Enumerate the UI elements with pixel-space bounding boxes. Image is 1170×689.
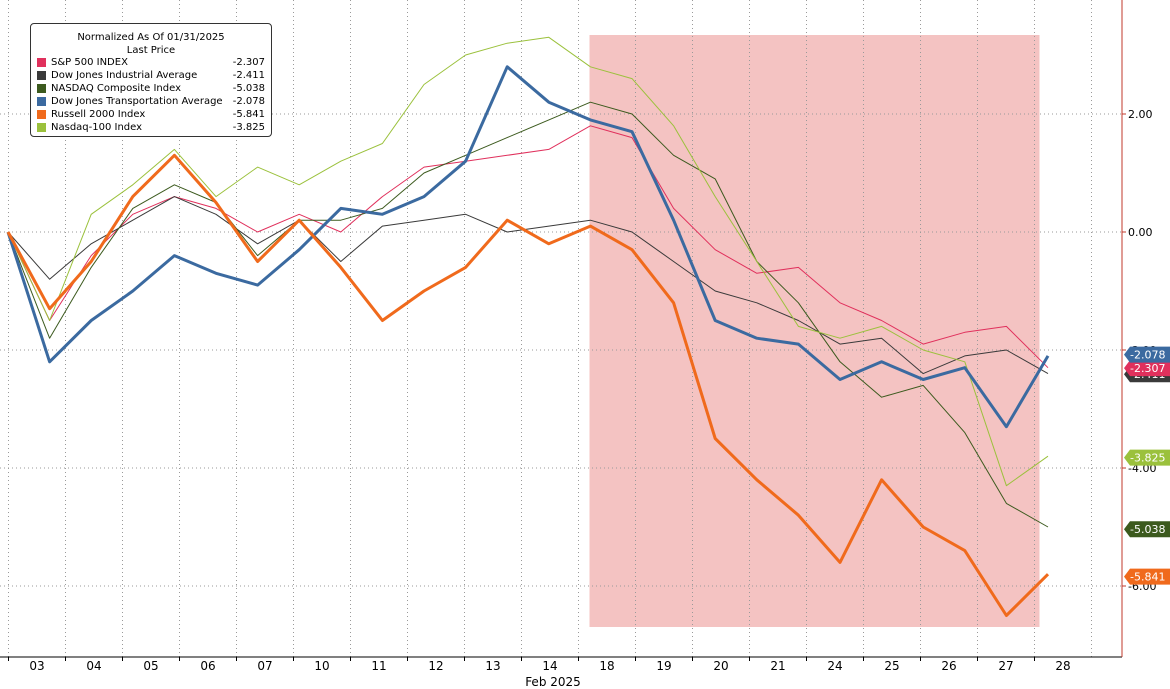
x-tick-label: 07 [257,659,272,673]
x-tick-label: 11 [371,659,386,673]
legend-series-name: Nasdaq-100 Index [51,122,143,133]
last-value-label: -2.078 [1130,349,1165,362]
last-value-tag-bg [1124,568,1170,585]
legend-swatch [37,71,46,80]
series-line [7,196,1049,375]
series-line [6,65,1050,429]
x-tick-label: 27 [998,659,1013,673]
legend-item: S&P 500 INDEX -2.307 [37,56,265,69]
last-value-label: -2.307 [1130,362,1165,375]
series-line [6,153,1050,617]
legend-series-name: NASDAQ Composite Index [51,83,181,94]
legend-series-name: Dow Jones Transportation Average [51,96,223,107]
x-tick-label: 18 [599,659,614,673]
x-tick-labels: 03 04 05 06 07 10 11 12 13 14 18 19 20 21 24 25 26 27 28 [8,657,1071,673]
legend-title: Normalized As Of 01/31/2025 [77,32,225,43]
y-tick-label: 2.00 [1128,108,1153,121]
legend-series-name: Russell 2000 Index [51,109,146,120]
x-tick-label: 26 [941,659,956,673]
last-value-tag-bg [1124,521,1170,538]
series-line [7,101,1049,528]
vertical-gridlines [8,0,1092,657]
legend-series-value: -3.825 [232,122,265,133]
last-value-label: -3.825 [1130,452,1165,465]
x-tick-label: 25 [884,659,899,673]
last-value-tag-bg [1124,449,1170,466]
x-tick-label: 12 [428,659,443,673]
series-line [7,125,1049,369]
horizontal-gridlines [0,113,1122,587]
legend-series-value: -2.078 [232,96,265,107]
last-value-tag: -5.841 [1124,568,1170,585]
legend-swatch [37,58,46,67]
legend-series-name: S&P 500 INDEX [51,57,128,68]
x-tick-label: 21 [770,659,785,673]
legend-subtitle: Last Price [126,45,176,56]
legend-series-value: -5.038 [232,83,265,94]
last-value-tag: -2.307 [1124,360,1170,377]
x-tick-label: 14 [542,659,557,673]
last-value-tag-bg [1124,346,1170,363]
series-line [7,36,1049,487]
last-value-label: -5.841 [1130,571,1165,584]
last-value-label: -5.038 [1130,523,1165,536]
x-axis-label: Feb 2025 [525,675,581,689]
legend-swatch [37,84,46,93]
legend: Normalized As Of 01/31/2025 Last Price S… [30,23,272,137]
legend-series-value: -2.307 [232,57,265,68]
last-value-tags: -2.411-2.307-2.078-3.825-5.038-5.841 [1124,346,1170,585]
last-value-tag: -5.038 [1124,521,1170,538]
legend-series-value: -5.841 [232,109,265,120]
x-tick-label: 06 [200,659,215,673]
last-value-tag: -2.078 [1124,346,1170,363]
series-lines [6,36,1050,617]
x-tick-label: 20 [713,659,728,673]
last-value-tag-bg [1124,360,1170,377]
legend-swatch [37,123,46,132]
y-tick-label: 0.00 [1128,226,1153,239]
x-tick-label: 19 [656,659,671,673]
x-tick-label: 10 [314,659,329,673]
legend-item: Dow Jones Industrial Average -2.411 [37,69,265,82]
x-tick-label: 13 [485,659,500,673]
legend-swatch [37,97,46,106]
legend-swatch [37,110,46,119]
x-tick-label: 03 [29,659,44,673]
x-tick-label: 28 [1055,659,1070,673]
x-tick-label: 05 [143,659,158,673]
legend-item: Russell 2000 Index -5.841 [37,108,265,121]
x-tick-label: 04 [86,659,101,673]
legend-item: Dow Jones Transportation Average -2.078 [37,95,265,108]
x-tick-label: 24 [827,659,842,673]
last-value-tag: -3.825 [1124,449,1170,466]
legend-series-value: -2.411 [232,70,265,81]
legend-item: Nasdaq-100 Index -3.825 [37,121,265,134]
legend-series-name: Dow Jones Industrial Average [51,70,198,81]
legend-item: NASDAQ Composite Index -5.038 [37,82,265,95]
